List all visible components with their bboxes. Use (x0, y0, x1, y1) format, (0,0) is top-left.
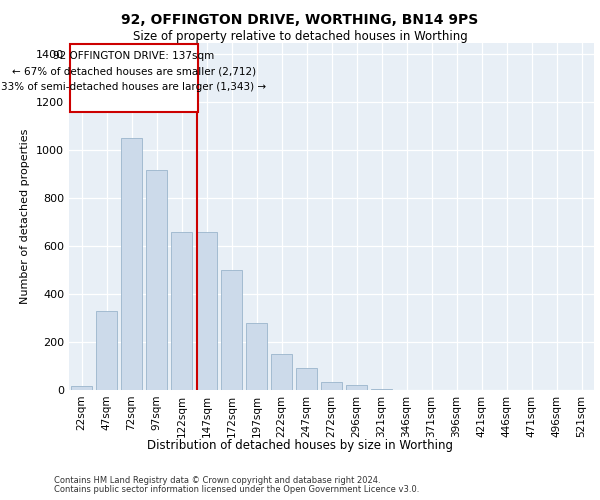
Text: Distribution of detached houses by size in Worthing: Distribution of detached houses by size … (147, 440, 453, 452)
Text: Size of property relative to detached houses in Worthing: Size of property relative to detached ho… (133, 30, 467, 43)
Bar (221, 270, 242, 390)
Text: Contains HM Land Registry data © Crown copyright and database right 2024.: Contains HM Land Registry data © Crown c… (54, 476, 380, 485)
Text: 92, OFFINGTON DRIVE, WORTHING, BN14 9PS: 92, OFFINGTON DRIVE, WORTHING, BN14 9PS (121, 12, 479, 26)
Text: ← 67% of detached houses are smaller (2,712): ← 67% of detached houses are smaller (2,… (11, 66, 256, 76)
Bar (296, 368, 317, 390)
Bar (246, 323, 267, 390)
Text: 92 OFFINGTON DRIVE: 137sqm: 92 OFFINGTON DRIVE: 137sqm (53, 51, 214, 61)
Bar (196, 232, 217, 390)
Bar (321, 382, 342, 390)
Bar (121, 138, 142, 390)
Bar (171, 232, 192, 390)
Bar (371, 389, 392, 390)
Text: Contains public sector information licensed under the Open Government Licence v3: Contains public sector information licen… (54, 484, 419, 494)
Y-axis label: Number of detached properties: Number of detached properties (20, 128, 31, 304)
FancyBboxPatch shape (70, 44, 198, 112)
Bar (271, 354, 292, 390)
Bar (71, 386, 92, 390)
Bar (96, 311, 117, 390)
Bar (346, 385, 367, 390)
Bar (146, 170, 167, 390)
Text: 33% of semi-detached houses are larger (1,343) →: 33% of semi-detached houses are larger (… (1, 82, 266, 92)
